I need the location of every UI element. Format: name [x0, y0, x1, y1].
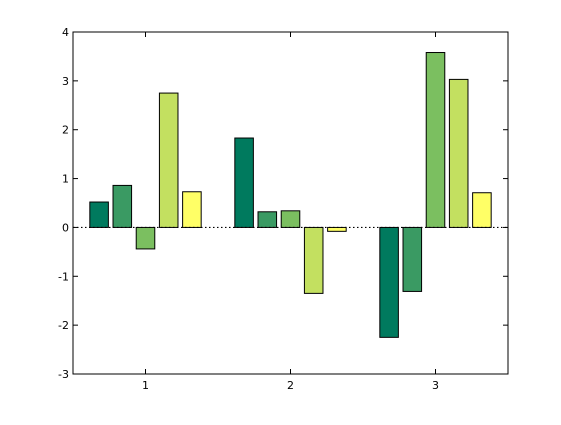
bar-series-2-category-3	[402, 226, 423, 292]
bar-series-4-category-3	[448, 78, 469, 228]
bar-series-3-category-2	[280, 210, 301, 228]
bar-series-3-category-1	[135, 226, 156, 250]
bar-series-4-category-1	[158, 92, 179, 228]
bar-series-5-category-2	[327, 226, 347, 232]
bar-series-5-category-1	[182, 191, 202, 228]
y-tick-label: -1	[58, 270, 69, 283]
bar-series-5-category-3	[472, 192, 492, 228]
bar-series-2-category-2	[257, 211, 278, 228]
y-tick-label: -2	[58, 319, 69, 332]
y-tick-label: 2	[62, 124, 69, 137]
y-tick-label: -3	[58, 368, 69, 381]
bar-series-3-category-3	[425, 52, 446, 228]
x-tick-label: 1	[142, 379, 149, 392]
x-tick-label: 2	[287, 379, 294, 392]
y-tick-label: 4	[62, 26, 69, 39]
y-tick-label: 0	[62, 221, 69, 234]
bar-series-1-category-2	[234, 137, 254, 228]
y-tick-label: 3	[62, 75, 69, 88]
bar-series-1-category-1	[89, 201, 109, 228]
bar-series-4-category-2	[303, 226, 324, 294]
y-tick-label: 1	[62, 173, 69, 186]
bar-series-2-category-1	[112, 184, 133, 228]
y-axis: -3 -2 -1 0 1 2 3 4	[58, 26, 508, 381]
bars-group	[89, 52, 492, 338]
bar-series-1-category-3	[379, 226, 399, 338]
x-axis: 1 2 3	[142, 32, 439, 392]
x-tick-label: 3	[432, 379, 439, 392]
